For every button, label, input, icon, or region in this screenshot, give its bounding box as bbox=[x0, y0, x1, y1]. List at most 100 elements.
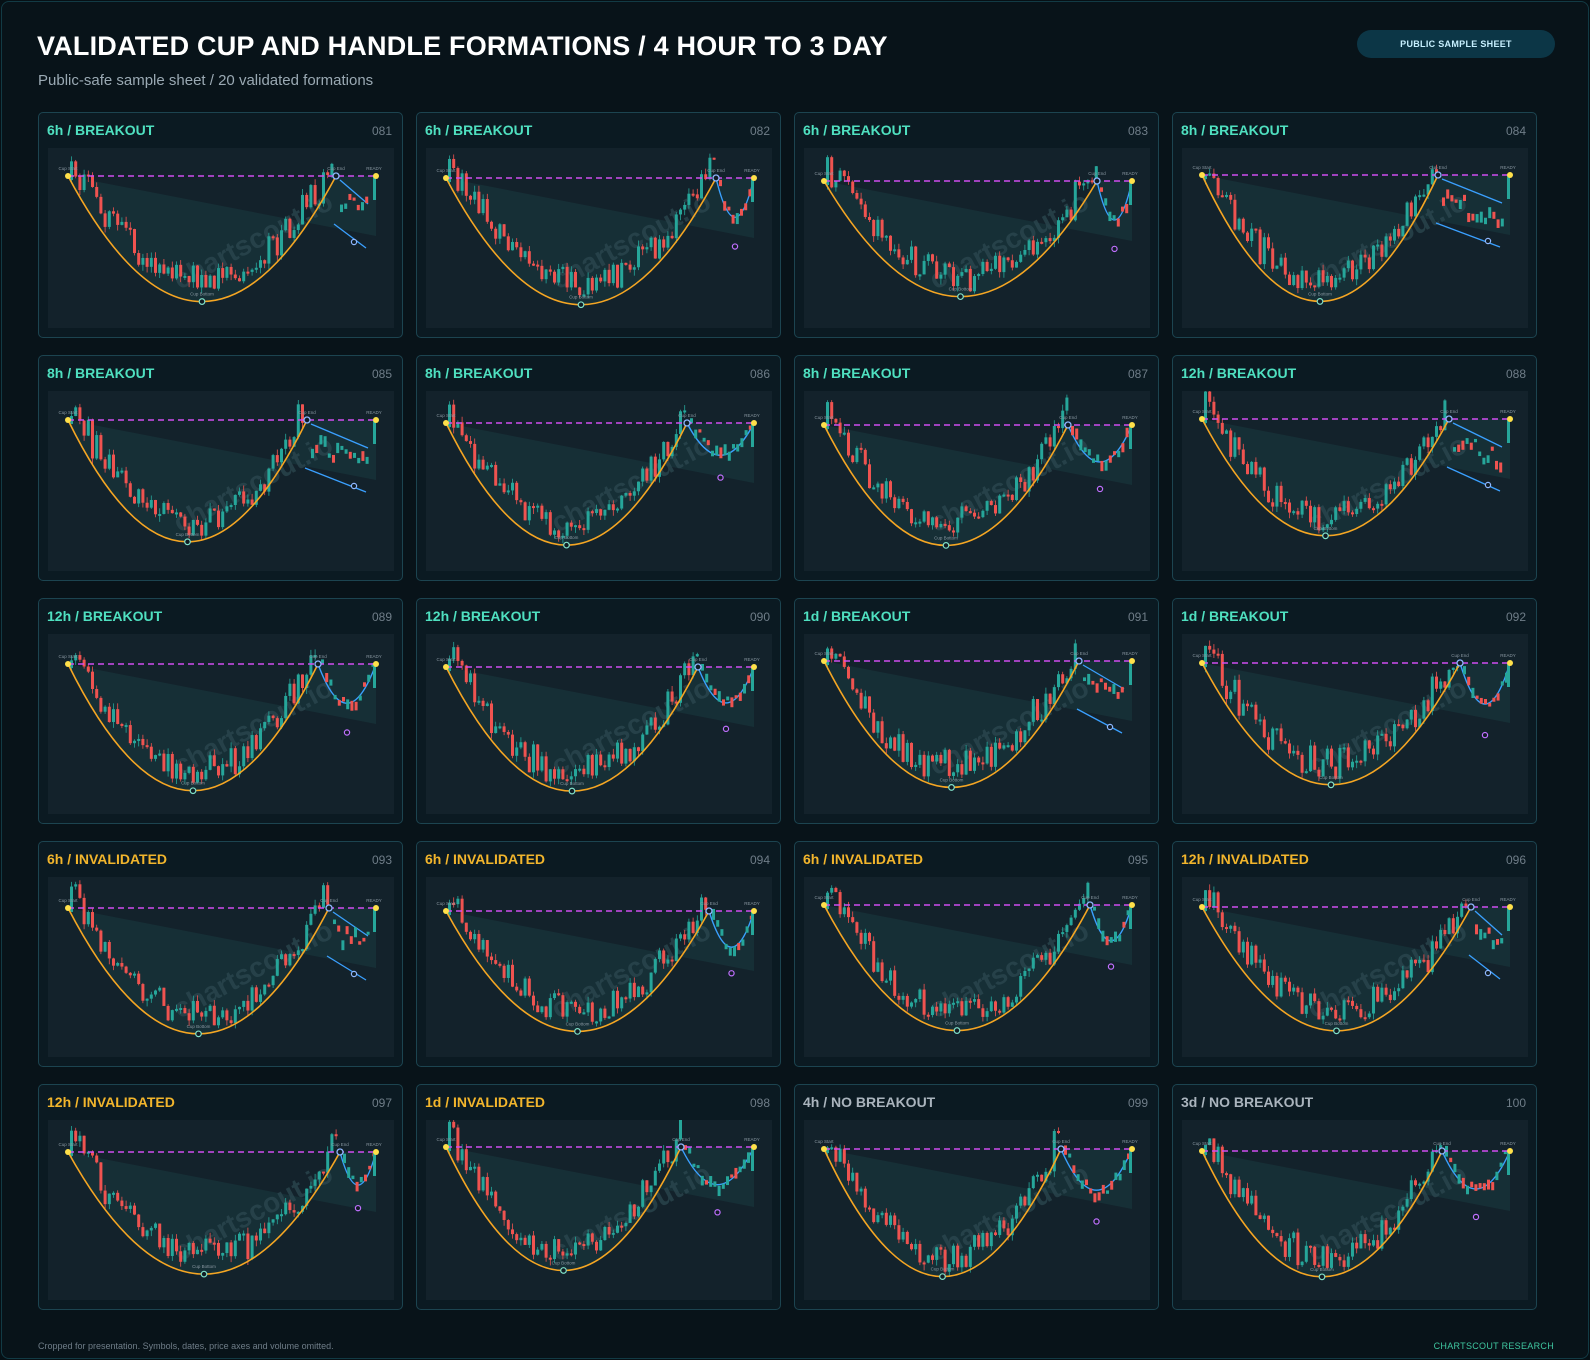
cup-end-label: Cup End bbox=[1462, 897, 1480, 902]
candle-body bbox=[931, 755, 934, 762]
candle-body bbox=[561, 1251, 565, 1256]
formation-card: 6h / INVALIDATED 093 chartscout.io Cup Star… bbox=[38, 841, 403, 1067]
candle-body bbox=[553, 993, 556, 999]
candle-body bbox=[464, 922, 468, 932]
candle-body bbox=[679, 675, 682, 703]
candle-body bbox=[603, 509, 607, 516]
candle-body bbox=[847, 432, 850, 456]
candle-body bbox=[1351, 512, 1354, 515]
cup-end-label: Cup End bbox=[1081, 895, 1099, 900]
cup-end-label: Cup End bbox=[1052, 1139, 1070, 1144]
cup-start-marker bbox=[821, 1146, 827, 1152]
candle-body bbox=[1321, 527, 1325, 531]
candle-body bbox=[620, 997, 624, 1009]
candle-body bbox=[469, 441, 472, 444]
candle-body bbox=[586, 511, 590, 530]
candle-body bbox=[1359, 1009, 1363, 1018]
candle-body bbox=[1229, 430, 1233, 457]
candle-body bbox=[99, 697, 103, 712]
candle-body bbox=[889, 737, 892, 749]
candle-body bbox=[1372, 508, 1375, 511]
breakout-candle bbox=[373, 664, 376, 688]
candle-body bbox=[477, 1166, 481, 1191]
candle-body bbox=[1288, 743, 1291, 754]
candle-body bbox=[1466, 1185, 1469, 1195]
candle-body bbox=[327, 453, 331, 458]
candle-body bbox=[939, 1247, 943, 1250]
candle-body bbox=[1313, 993, 1317, 1002]
candle-body bbox=[666, 441, 670, 457]
candle-body bbox=[834, 887, 838, 893]
card-label: 6h / INVALIDATED bbox=[47, 851, 168, 867]
candle-body bbox=[1271, 975, 1275, 985]
candle-body bbox=[1355, 1242, 1359, 1249]
candle-body bbox=[1338, 1018, 1342, 1021]
candle-body bbox=[653, 456, 657, 477]
candle-body bbox=[868, 696, 871, 713]
candle-body bbox=[611, 754, 615, 759]
candle-body bbox=[740, 438, 744, 448]
candle-body bbox=[511, 482, 514, 491]
candle-body bbox=[702, 437, 706, 442]
candle-body bbox=[137, 1214, 141, 1228]
candle-body bbox=[515, 241, 519, 248]
candle-body bbox=[1006, 1228, 1010, 1236]
candle-body bbox=[1010, 1218, 1014, 1236]
candle-body bbox=[162, 503, 166, 514]
cup-start-marker bbox=[821, 422, 827, 428]
candle-body bbox=[1002, 1220, 1006, 1229]
candle-body bbox=[1418, 195, 1422, 198]
cup-end-label: Cup End bbox=[678, 413, 696, 418]
candle-body bbox=[918, 274, 922, 277]
candle-body bbox=[309, 655, 313, 675]
candle-body bbox=[133, 1205, 136, 1215]
candle-body bbox=[1300, 754, 1304, 773]
candle-body bbox=[956, 1001, 960, 1004]
candle-body bbox=[557, 269, 561, 283]
candle-body bbox=[124, 966, 128, 973]
candle-body bbox=[145, 257, 149, 267]
candle-body bbox=[1108, 455, 1112, 463]
candle-body bbox=[288, 954, 292, 966]
handle-bottom-marker bbox=[350, 238, 358, 246]
candle-body bbox=[229, 748, 233, 767]
candle-body bbox=[361, 451, 365, 461]
candle-body bbox=[494, 726, 498, 734]
candle-body bbox=[973, 1235, 976, 1247]
candle-body bbox=[687, 193, 691, 205]
candle-body bbox=[931, 254, 934, 262]
candle-body bbox=[1104, 460, 1108, 471]
candle-body bbox=[607, 504, 611, 510]
candle-body bbox=[590, 1002, 594, 1022]
candle-body bbox=[1414, 959, 1417, 964]
candle-body bbox=[1355, 508, 1359, 515]
candle-body bbox=[481, 459, 485, 470]
candle-body bbox=[1208, 173, 1212, 176]
candle-body bbox=[1271, 728, 1275, 750]
ready-marker bbox=[373, 417, 379, 423]
candle-body bbox=[645, 247, 649, 250]
candle-body bbox=[460, 660, 464, 666]
candle-body bbox=[859, 198, 863, 205]
candle-body bbox=[313, 905, 317, 914]
candle-body bbox=[1449, 1157, 1453, 1163]
candle-body bbox=[973, 276, 976, 292]
candle-body bbox=[897, 734, 901, 751]
candle-body bbox=[183, 1250, 187, 1262]
candle-body bbox=[704, 897, 708, 910]
candle-body bbox=[1309, 1245, 1312, 1248]
candle-body bbox=[1075, 428, 1079, 440]
candle-body bbox=[922, 989, 926, 1015]
candle-body bbox=[1052, 237, 1056, 242]
candle-body bbox=[939, 1003, 943, 1012]
ready-marker bbox=[1507, 172, 1513, 178]
candle-body bbox=[721, 1183, 725, 1189]
formation-card: 12h / BREAKOUT 088 chartscout.io Cup Start C… bbox=[1172, 355, 1537, 581]
candle-body bbox=[170, 1238, 174, 1256]
candle-body bbox=[1283, 1241, 1287, 1257]
candle-body bbox=[611, 504, 615, 511]
candle-body bbox=[250, 1235, 254, 1260]
candle-body bbox=[473, 443, 477, 469]
cup-end-marker bbox=[1445, 415, 1453, 423]
handle-curve bbox=[708, 910, 755, 948]
